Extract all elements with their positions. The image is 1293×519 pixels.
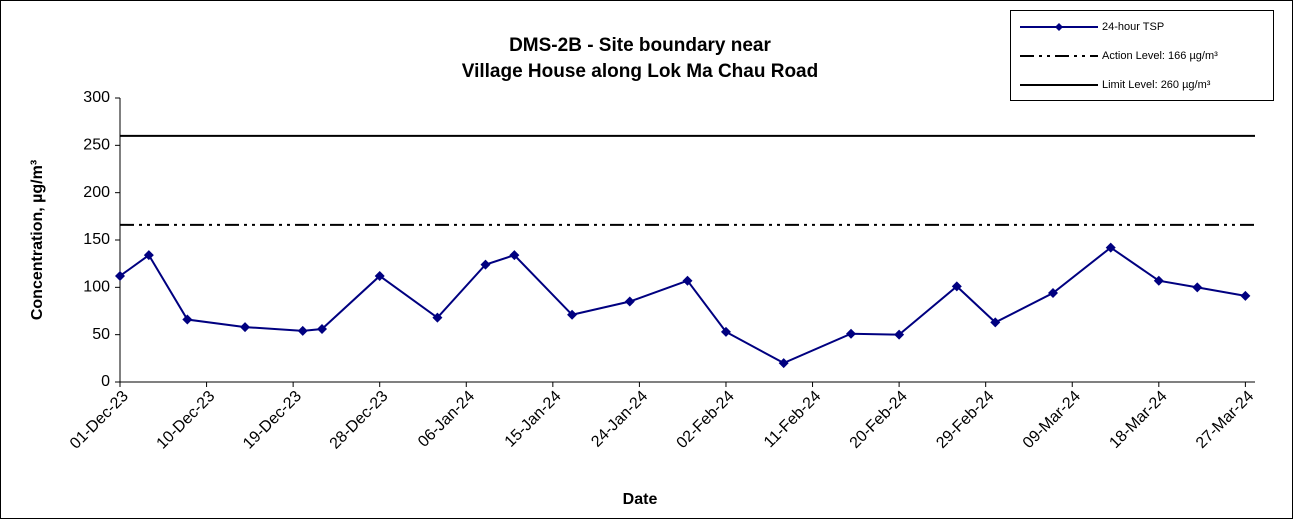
data-point [990, 317, 1001, 328]
y-tick-label: 100 [83, 279, 110, 296]
data-point [720, 326, 731, 337]
data-point [1240, 290, 1251, 301]
data-point [624, 296, 635, 307]
y-tick-label: 200 [83, 184, 110, 201]
data-point [480, 259, 491, 270]
data-point [567, 309, 578, 320]
data-point [951, 281, 962, 292]
data-point [297, 325, 308, 336]
data-point [778, 358, 789, 369]
data-point [240, 322, 251, 333]
legend-label: Limit Level: 260 µg/m³ [1102, 79, 1211, 91]
y-tick-label: 150 [83, 231, 110, 248]
chart-title: Village House along Lok Ma Chau Road [462, 61, 818, 82]
data-point [846, 328, 857, 339]
y-axis-label: Concentration, µg/m³ [29, 160, 46, 320]
y-tick-label: 0 [101, 373, 110, 390]
data-point [432, 312, 443, 323]
data-point [316, 323, 327, 334]
data-point [509, 250, 520, 261]
legend-marker [1055, 23, 1063, 31]
data-point [894, 329, 905, 340]
data-point [682, 275, 693, 286]
data-point [1192, 282, 1203, 293]
y-tick-label: 50 [92, 326, 110, 343]
data-line [119, 246, 1246, 365]
x-axis-label: Date [623, 491, 658, 508]
legend-label: Action Level: 166 µg/m³ [1102, 50, 1218, 62]
legend-label: 24-hour TSP [1102, 21, 1164, 33]
data-point [115, 270, 125, 281]
data-point [1105, 242, 1116, 253]
data-point [182, 314, 193, 325]
y-tick-label: 250 [83, 137, 110, 154]
data-point [374, 270, 385, 281]
data-point [1153, 275, 1164, 286]
data-point [143, 250, 154, 261]
data-point [1048, 288, 1059, 299]
chart-title: DMS-2B - Site boundary near [509, 35, 771, 56]
y-tick-label: 300 [83, 89, 110, 106]
